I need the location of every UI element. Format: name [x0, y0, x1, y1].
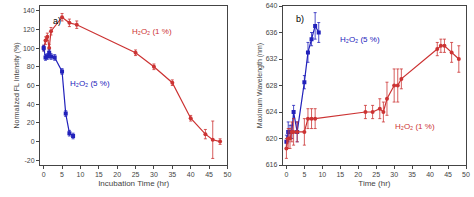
svg-text:140: 140	[23, 7, 35, 14]
svg-text:30: 30	[150, 171, 158, 178]
svg-text:Normalized FL Intensity (%): Normalized FL Intensity (%)	[13, 42, 21, 128]
svg-text:628: 628	[266, 82, 278, 89]
svg-text:0: 0	[284, 171, 288, 178]
svg-text:20: 20	[354, 171, 362, 178]
svg-text:H₂O₂ (1 %): H₂O₂ (1 %)	[395, 122, 435, 131]
svg-text:0: 0	[42, 171, 46, 178]
svg-text:10: 10	[77, 171, 85, 178]
svg-text:30: 30	[390, 171, 398, 178]
svg-text:H₂O₂ (5 %): H₂O₂ (5 %)	[70, 79, 110, 88]
svg-text:80: 80	[27, 63, 35, 70]
svg-text:5: 5	[302, 171, 306, 178]
svg-text:636: 636	[266, 29, 278, 36]
svg-text:45: 45	[205, 171, 213, 178]
svg-text:-20: -20	[24, 157, 34, 164]
svg-text:b): b)	[296, 14, 304, 24]
svg-text:35: 35	[168, 171, 176, 178]
svg-text:10: 10	[318, 171, 326, 178]
svg-text:a): a)	[53, 16, 61, 26]
svg-text:35: 35	[408, 171, 416, 178]
svg-text:H₂O₂ (5 %): H₂O₂ (5 %)	[340, 35, 380, 44]
svg-text:45: 45	[444, 171, 452, 178]
svg-text:620: 620	[266, 135, 278, 142]
svg-text:50: 50	[462, 171, 470, 178]
svg-text:0: 0	[31, 138, 35, 145]
svg-text:640: 640	[266, 2, 278, 9]
svg-text:40: 40	[27, 101, 35, 108]
svg-text:624: 624	[266, 108, 278, 115]
svg-text:Maximum Wavelength (nm): Maximum Wavelength (nm)	[256, 43, 264, 128]
svg-text:616: 616	[266, 161, 278, 168]
svg-text:Time (hr): Time (hr)	[358, 179, 390, 188]
svg-text:H₂O₂ (1 %): H₂O₂ (1 %)	[132, 27, 172, 36]
svg-text:Incubation Time (hr): Incubation Time (hr)	[98, 179, 169, 188]
svg-text:15: 15	[95, 171, 103, 178]
svg-text:60: 60	[27, 82, 35, 89]
svg-text:20: 20	[27, 119, 35, 126]
svg-text:120: 120	[23, 26, 35, 33]
svg-text:25: 25	[372, 171, 380, 178]
svg-text:40: 40	[187, 171, 195, 178]
svg-text:632: 632	[266, 55, 278, 62]
svg-text:20: 20	[113, 171, 121, 178]
svg-text:100: 100	[23, 45, 35, 52]
svg-text:15: 15	[336, 171, 344, 178]
svg-text:25: 25	[132, 171, 140, 178]
svg-text:40: 40	[426, 171, 434, 178]
svg-text:5: 5	[60, 171, 64, 178]
svg-text:50: 50	[224, 171, 232, 178]
